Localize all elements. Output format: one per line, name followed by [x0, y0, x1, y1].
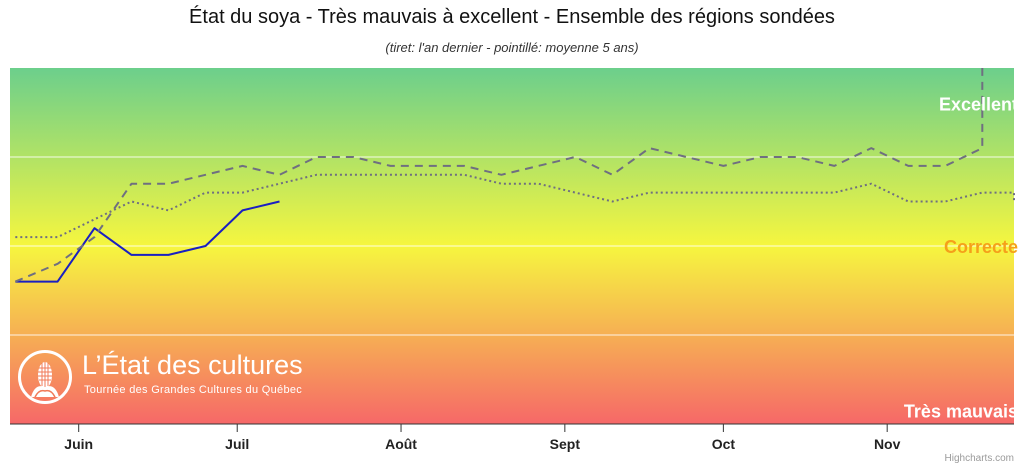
series-line-last-year[interactable]: [14, 68, 984, 283]
x-tick-label: Nov: [874, 436, 901, 452]
chart-subtitle: (tiret: l'an dernier - pointillé: moyenn…: [385, 40, 639, 55]
series-line-average[interactable]: [15, 173, 1015, 239]
x-axis-ticks: Juin Juil Août Sept Oct Nov: [64, 424, 901, 452]
band-label: Correcte: [944, 237, 1018, 257]
band-label: Excellent: [939, 95, 1018, 115]
logo-tagline: Tournée des Grandes Cultures du Québec: [84, 384, 303, 396]
chart-title: État du soya - Très mauvais à excellent …: [189, 6, 835, 28]
x-tick-label: Oct: [712, 436, 736, 452]
series-group: [14, 68, 1015, 283]
x-tick-label: Juil: [225, 436, 249, 452]
band-label: Très mauvais: [904, 402, 1018, 422]
logo: L’État des cultures Tournée des Grandes …: [18, 350, 338, 410]
x-tick-label: Août: [385, 436, 417, 452]
logo-name: L’État des cultures: [82, 350, 303, 380]
series-line-current[interactable]: [15, 200, 280, 283]
credits-link[interactable]: Highcharts.com: [944, 453, 1014, 464]
grid-lines: [10, 156, 1014, 336]
band-labels: Excellent Correcte Très mauvais: [904, 95, 1018, 422]
x-tick-label: Juin: [64, 436, 93, 452]
x-tick-label: Sept: [550, 436, 581, 452]
corn-logo-icon: [18, 350, 72, 404]
